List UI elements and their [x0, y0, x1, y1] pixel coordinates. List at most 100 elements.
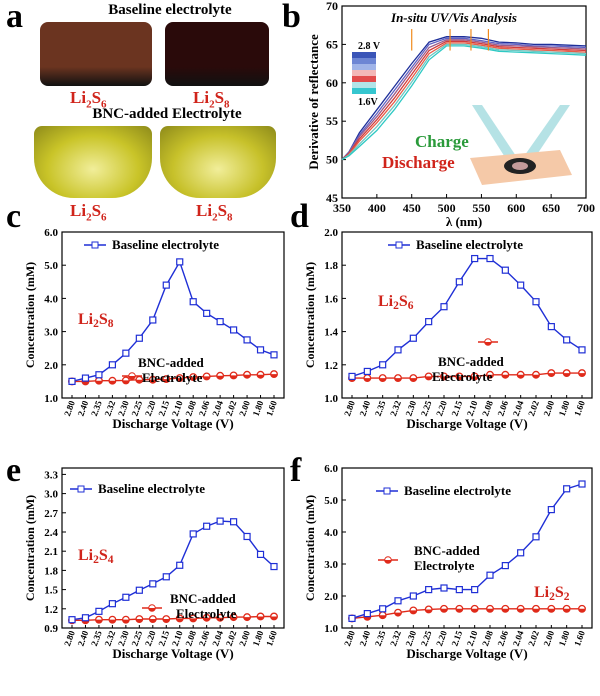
bnc-point-fill — [149, 619, 157, 623]
legend-bnc-text-2: Electrolyte — [414, 558, 475, 573]
x-tick-label: 2.80 — [342, 399, 357, 418]
y-tick-label-b: 60 — [326, 76, 338, 90]
concentration-chart-li2s6: 1.01.21.41.61.82.02.80 2.40 2.35 2.32 2.30 2.… — [303, 227, 593, 431]
y-tick-label: 1.2 — [44, 604, 58, 616]
bnc-point-fill — [486, 374, 494, 379]
baseline-point — [394, 597, 402, 605]
label-li2s8-baseline: Li2S8 — [193, 88, 230, 111]
plot-frame — [61, 467, 285, 629]
bnc-point-fill — [425, 376, 432, 380]
bnc-line — [72, 615, 274, 621]
baseline-point — [455, 278, 463, 286]
bnc-point-fill — [502, 608, 509, 613]
x-tick-label-b: 350 — [333, 201, 351, 215]
legend-swatch — [352, 64, 376, 70]
bnc-point-fill — [379, 615, 386, 619]
baseline-point — [176, 258, 184, 266]
species-label: Li2S6 — [378, 293, 414, 312]
x-tick-label: 2.02 — [526, 399, 541, 418]
bnc-point-fill — [95, 380, 103, 385]
y-tick-label: 1.5 — [44, 585, 58, 597]
y-tick-label: 2.4 — [44, 527, 58, 539]
bnc-point-fill — [109, 619, 116, 623]
concentration-chart-li2s4: 0.91.21.51.82.12.42.73.03.32.802.402.352… — [23, 467, 285, 661]
y-tick-label: 3.0 — [324, 559, 338, 571]
baseline-point — [243, 532, 251, 541]
spectrum-line — [341, 40, 587, 161]
y-tick-label-b: 55 — [326, 114, 338, 128]
baseline-point — [68, 377, 76, 385]
baseline-point — [394, 346, 402, 354]
x-tick-label: 2.15 — [449, 629, 464, 648]
baseline-point — [243, 336, 251, 344]
x-tick-label: 1.80 — [557, 399, 572, 418]
baseline-point — [162, 573, 170, 581]
x-tick-label: 2.32 — [388, 399, 403, 418]
bnc-point-fill — [189, 618, 197, 622]
x-tick-label: 2.00 — [541, 399, 556, 418]
baseline-point — [216, 318, 224, 326]
x-tick-label: 2.08 — [480, 629, 495, 648]
baseline-point — [189, 298, 197, 306]
y-tick-label: 6.0 — [324, 463, 338, 475]
plot-frame — [61, 231, 285, 399]
bnc-point-fill — [122, 619, 130, 623]
baseline-point — [547, 323, 555, 331]
voltage-legend: 2.8 V 1.6V — [352, 41, 381, 108]
baseline-point — [563, 485, 571, 493]
species-label: Li2S8 — [78, 311, 114, 330]
bnc-point-fill — [517, 608, 524, 613]
legend-bnc-text-2: Electrolyte — [142, 370, 203, 385]
bnc-point-fill — [109, 380, 116, 385]
baseline-point — [348, 614, 356, 622]
legend-baseline-marker — [383, 487, 391, 495]
bnc-point-fill — [548, 373, 555, 377]
bnc-point-fill — [548, 608, 555, 613]
x-tick-label-b: 450 — [403, 201, 421, 215]
x-axis-title: Discharge Voltage (V) — [406, 416, 527, 431]
bnc-point-fill — [243, 374, 251, 379]
bnc-point-fill — [243, 617, 251, 621]
bnc-line — [351, 608, 582, 620]
baseline-point — [216, 517, 224, 525]
legend-bnc-text-1: BNC-added — [438, 354, 505, 369]
x-tick-label: 2.40 — [357, 629, 372, 648]
x-tick-label: 2.25 — [419, 399, 434, 418]
bnc-point-fill — [502, 374, 509, 379]
baseline-point — [256, 550, 265, 559]
x-tick-label-b: 650 — [542, 201, 560, 215]
bnc-point-fill — [364, 378, 371, 382]
x-tick-label: 1.60 — [264, 629, 279, 648]
baseline-point — [122, 593, 130, 601]
y-tick-label: 5.0 — [44, 260, 58, 272]
plot-frame-b — [341, 5, 587, 199]
x-tick-label: 2.10 — [465, 629, 480, 648]
x-tick-label: 2.15 — [449, 399, 464, 418]
x-tick-label: 2.30 — [403, 629, 418, 648]
panel-letter-f: f — [290, 452, 302, 489]
bnc-point-fill — [471, 608, 478, 613]
y-tick-label-b: 65 — [326, 37, 338, 51]
x-tick-label: 2.06 — [495, 399, 510, 418]
spectrum-line — [341, 36, 587, 161]
spectrum-line — [341, 45, 587, 161]
panel-letter-e: e — [6, 452, 22, 489]
legend-bnc-text-2: Electrolyte — [432, 369, 493, 384]
y-tick-label: 4.0 — [324, 527, 338, 539]
plot-frame — [341, 467, 593, 629]
y-tick-label: 1.0 — [324, 623, 338, 635]
discharge-label: Discharge — [382, 153, 455, 172]
y-tick-label-b: 45 — [326, 191, 338, 205]
bnc-point-fill — [440, 608, 448, 613]
baseline-point — [440, 584, 448, 592]
baseline-point — [486, 254, 494, 263]
label-li2s6-bnc: Li2S6 — [70, 201, 107, 224]
bnc-point-fill — [95, 619, 103, 623]
legend-baseline-text: Baseline electrolyte — [98, 481, 205, 496]
baseline-point — [176, 561, 184, 569]
baseline-point — [108, 600, 117, 608]
legend-swatch — [352, 76, 376, 82]
baseline-point — [425, 318, 433, 326]
bnc-point-fill — [425, 609, 432, 613]
x-tick-label: 2.40 — [357, 399, 372, 418]
